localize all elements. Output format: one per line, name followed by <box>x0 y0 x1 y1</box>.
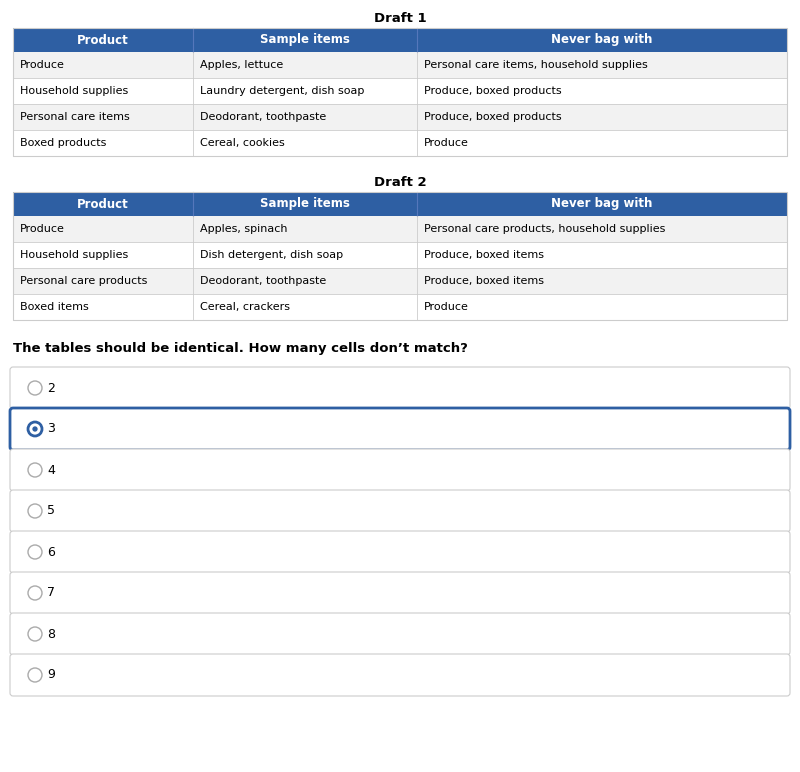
Text: Product: Product <box>78 33 129 46</box>
Text: Produce, boxed items: Produce, boxed items <box>424 276 544 286</box>
Text: Never bag with: Never bag with <box>551 33 653 46</box>
Bar <box>13 268 787 294</box>
Text: Boxed items: Boxed items <box>20 302 89 312</box>
Bar <box>13 28 787 156</box>
Text: Cereal, cookies: Cereal, cookies <box>200 138 285 148</box>
Text: Laundry detergent, dish soap: Laundry detergent, dish soap <box>200 86 365 96</box>
Text: Produce: Produce <box>20 224 65 234</box>
Bar <box>13 192 787 320</box>
Text: Draft 2: Draft 2 <box>374 177 426 189</box>
Text: 3: 3 <box>47 422 55 435</box>
Text: Cereal, crackers: Cereal, crackers <box>200 302 290 312</box>
FancyBboxPatch shape <box>10 449 790 491</box>
Bar <box>13 78 787 104</box>
Bar <box>13 216 787 242</box>
Bar <box>13 294 787 320</box>
Text: Product: Product <box>78 198 129 211</box>
Bar <box>13 104 787 130</box>
Bar <box>13 192 787 216</box>
Bar <box>13 130 787 156</box>
Text: Personal care items: Personal care items <box>20 112 130 122</box>
Circle shape <box>28 504 42 518</box>
FancyBboxPatch shape <box>10 408 790 450</box>
Text: 7: 7 <box>47 587 55 600</box>
Text: Produce, boxed items: Produce, boxed items <box>424 250 544 260</box>
Circle shape <box>28 627 42 641</box>
Text: 6: 6 <box>47 546 55 558</box>
Text: Produce, boxed products: Produce, boxed products <box>424 112 562 122</box>
FancyBboxPatch shape <box>10 654 790 696</box>
Text: Apples, lettuce: Apples, lettuce <box>200 60 283 70</box>
Circle shape <box>28 668 42 682</box>
Text: 9: 9 <box>47 669 55 682</box>
Text: 5: 5 <box>47 504 55 517</box>
Text: Draft 1: Draft 1 <box>374 12 426 25</box>
Text: Sample items: Sample items <box>260 198 350 211</box>
Text: The tables should be identical. How many cells don’t match?: The tables should be identical. How many… <box>13 342 468 355</box>
Text: Produce: Produce <box>424 302 469 312</box>
Circle shape <box>28 463 42 477</box>
FancyBboxPatch shape <box>10 367 790 409</box>
Circle shape <box>32 426 38 432</box>
Text: 4: 4 <box>47 463 55 476</box>
FancyBboxPatch shape <box>10 613 790 655</box>
Text: Apples, spinach: Apples, spinach <box>200 224 288 234</box>
Text: 8: 8 <box>47 628 55 641</box>
Text: Never bag with: Never bag with <box>551 198 653 211</box>
Text: Produce: Produce <box>20 60 65 70</box>
Bar <box>13 52 787 78</box>
Circle shape <box>28 545 42 559</box>
FancyBboxPatch shape <box>10 572 790 614</box>
Bar <box>13 242 787 268</box>
Text: Deodorant, toothpaste: Deodorant, toothpaste <box>200 112 326 122</box>
Text: Personal care items, household supplies: Personal care items, household supplies <box>424 60 648 70</box>
Circle shape <box>28 381 42 395</box>
Text: Household supplies: Household supplies <box>20 86 128 96</box>
Bar <box>13 28 787 52</box>
Text: Produce: Produce <box>424 138 469 148</box>
FancyBboxPatch shape <box>10 531 790 573</box>
Text: Sample items: Sample items <box>260 33 350 46</box>
Text: Personal care products: Personal care products <box>20 276 147 286</box>
Text: Household supplies: Household supplies <box>20 250 128 260</box>
Text: Boxed products: Boxed products <box>20 138 106 148</box>
Circle shape <box>28 586 42 600</box>
Text: Personal care products, household supplies: Personal care products, household suppli… <box>424 224 666 234</box>
Text: 2: 2 <box>47 381 55 394</box>
Text: Produce, boxed products: Produce, boxed products <box>424 86 562 96</box>
Circle shape <box>28 422 42 436</box>
FancyBboxPatch shape <box>10 490 790 532</box>
Text: Deodorant, toothpaste: Deodorant, toothpaste <box>200 276 326 286</box>
Text: Dish detergent, dish soap: Dish detergent, dish soap <box>200 250 343 260</box>
